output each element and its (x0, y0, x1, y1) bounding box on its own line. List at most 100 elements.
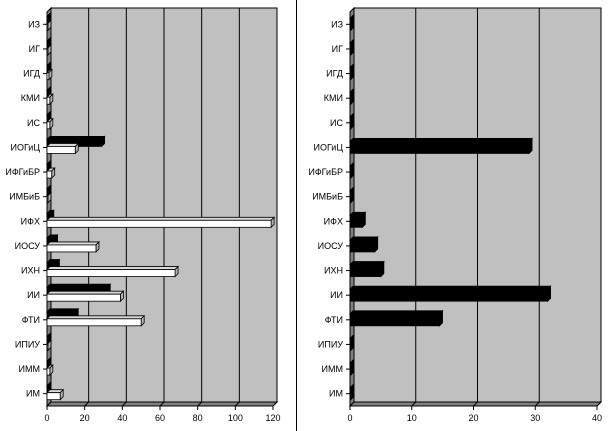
bar-1 (349, 67, 352, 80)
bar-1 (349, 362, 352, 376)
gridline-floor (473, 401, 478, 407)
bar-2 (46, 96, 51, 105)
gridline-floor (411, 401, 417, 407)
gridline-floor (197, 401, 203, 407)
bar-2 (46, 121, 51, 130)
bar-2 (46, 170, 53, 179)
category-label: ИММ (19, 364, 40, 374)
bar-2 (46, 22, 49, 31)
bar-1 (349, 17, 352, 31)
bar-end-face (350, 186, 355, 204)
bar-end-face (350, 383, 355, 401)
gridline-floor (596, 401, 602, 407)
bar-end-face (350, 359, 355, 377)
bar-2 (46, 195, 49, 204)
bar-2 (46, 343, 49, 351)
category-label: ИПИУ (318, 339, 343, 349)
category-label: ИЗ (331, 19, 343, 29)
bar-1 (349, 165, 352, 179)
bar-end-face (350, 88, 355, 106)
bar-1 (349, 264, 382, 277)
x-tick-label: 20 (468, 413, 478, 423)
bar-end-face (361, 211, 366, 229)
x-tick-label: 120 (265, 413, 280, 423)
bar-2 (46, 244, 97, 253)
category-label: ИХН (324, 266, 343, 276)
x-tick-label: 40 (592, 413, 602, 423)
bar-1 (349, 141, 530, 154)
category-label: ИОГиЦ (313, 142, 343, 152)
category-label: ИЗ (28, 19, 40, 29)
gridline-floor (534, 401, 540, 407)
category-label: ИОСУ (15, 241, 41, 251)
panel-divider (296, 0, 297, 431)
category-label: ИФГиБР (308, 167, 343, 177)
category-label: ФТИ (22, 315, 40, 325)
gridline-floor (46, 401, 52, 407)
x-tick-label: 80 (193, 413, 203, 423)
bar-end-face (350, 112, 355, 130)
bar-1 (349, 116, 352, 130)
category-label: ИС (330, 118, 343, 128)
bar-2 (46, 47, 49, 56)
gridline-floor (121, 401, 127, 407)
bar-1 (349, 42, 352, 56)
bar-2 (46, 318, 142, 327)
x-tick-label: 0 (347, 413, 352, 423)
category-label: КМИ (324, 93, 343, 103)
bar-1 (349, 239, 376, 253)
category-label: КМИ (21, 93, 40, 103)
bar-end-face (380, 260, 385, 278)
category-label: ФТИ (325, 315, 343, 325)
category-label: ИОГиЦ (10, 142, 40, 152)
gridline-floor (349, 401, 355, 407)
category-label: ИОСУ (318, 241, 344, 251)
bar-end-face (350, 334, 355, 352)
gridline-floor (234, 401, 240, 407)
category-label: ИГ (29, 44, 40, 54)
bar-end-face (350, 162, 355, 180)
x-tick-label: 60 (155, 413, 165, 423)
bar-2 (46, 72, 50, 80)
x-tick-label: 100 (228, 413, 243, 423)
bar-end-face (547, 285, 551, 303)
bar-1 (349, 387, 352, 401)
category-label: ИГД (23, 69, 40, 79)
category-label: ИПИУ (15, 339, 40, 349)
bar-top-face (349, 261, 385, 265)
bar-end-face (439, 309, 443, 327)
category-label: ИС (27, 118, 40, 128)
bar-2 (46, 293, 121, 302)
category-label: ИИ (330, 290, 343, 300)
bar-1 (349, 214, 363, 228)
x-tick-label: 30 (530, 413, 540, 423)
bar-end-face (350, 38, 355, 56)
category-label: ИМБиБ (9, 192, 40, 202)
category-label: ИФХ (324, 216, 343, 226)
bar-2 (46, 392, 61, 401)
bar-end-face (350, 14, 355, 32)
bar-1 (349, 313, 440, 327)
bar-end-face (374, 235, 379, 253)
bar-top-face (349, 310, 444, 315)
gridline-floor (159, 401, 165, 407)
bar-1 (349, 288, 549, 302)
category-label: ИФГиБР (5, 167, 40, 177)
bar-end-face (350, 63, 355, 81)
category-label: ИМБиБ (312, 192, 343, 202)
category-label: ИХН (21, 266, 40, 276)
bar-top-face (349, 236, 379, 241)
x-tick-label: 40 (117, 413, 127, 423)
bar-chart-left: 0 20 40 60 80 100 120 ИЗ ИГ ИГД КМИ ИС ИОГиЦ ИФГиБР ИМ… (5, 6, 281, 423)
bar-2 (46, 146, 76, 154)
bar-1 (349, 91, 352, 105)
bar-2 (46, 219, 272, 228)
category-label: ИМ (329, 389, 343, 399)
x-tick-label: 20 (80, 413, 90, 423)
bar-end-face (528, 137, 533, 155)
gridline-floor (272, 401, 278, 407)
category-label: ИГД (326, 69, 343, 79)
category-label: ИМ (26, 389, 40, 399)
bar-top-face (349, 285, 552, 290)
